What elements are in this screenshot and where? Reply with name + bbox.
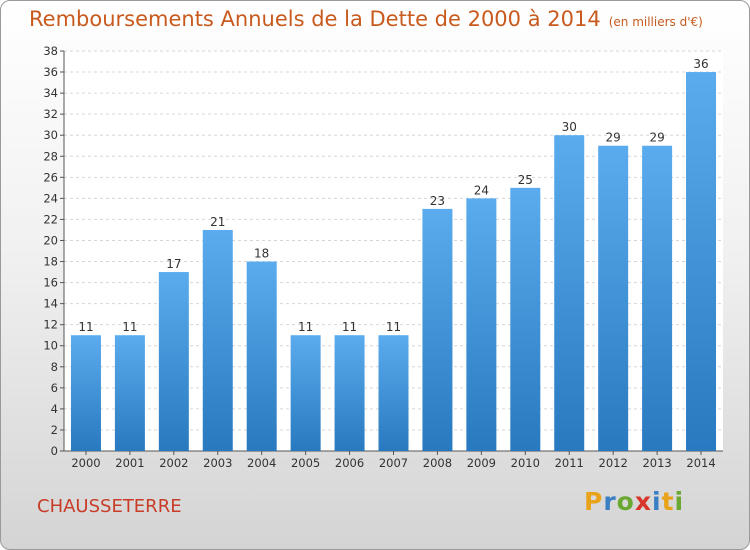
bar bbox=[554, 135, 585, 452]
y-tick-label: 10 bbox=[43, 339, 58, 353]
y-tick-label: 18 bbox=[43, 255, 58, 269]
x-tick-label: 2014 bbox=[686, 456, 715, 470]
bar-value-label: 18 bbox=[254, 247, 269, 261]
logo-letter: t bbox=[661, 487, 675, 516]
y-tick-label: 34 bbox=[43, 86, 58, 100]
x-tick-label: 2001 bbox=[115, 456, 144, 470]
y-tick-label: 0 bbox=[51, 444, 58, 458]
bar-value-label: 21 bbox=[210, 215, 225, 229]
y-tick-label: 36 bbox=[43, 65, 58, 79]
chart-title: Remboursements Annuels de la Dette de 20… bbox=[29, 7, 703, 31]
x-tick-label: 2002 bbox=[159, 456, 188, 470]
x-tick-label: 2009 bbox=[467, 456, 496, 470]
chart-title-main: Remboursements Annuels de la Dette de 20… bbox=[29, 7, 601, 31]
bar bbox=[334, 335, 365, 451]
logo-letter: x bbox=[634, 487, 652, 516]
x-tick-label: 2011 bbox=[555, 456, 584, 470]
bar-value-label: 25 bbox=[518, 173, 533, 187]
y-tick-label: 8 bbox=[51, 360, 58, 374]
logo-letter: i bbox=[674, 487, 685, 516]
logo-letter: o bbox=[616, 487, 635, 516]
y-tick-label: 2 bbox=[51, 423, 58, 437]
y-tick-label: 24 bbox=[43, 191, 58, 205]
y-tick-label: 12 bbox=[43, 318, 58, 332]
bar-value-label: 29 bbox=[649, 131, 664, 145]
y-tick-label: 22 bbox=[43, 212, 58, 226]
bar-value-label: 17 bbox=[166, 257, 181, 271]
x-tick-label: 2003 bbox=[203, 456, 232, 470]
logo-letter: r bbox=[603, 487, 617, 516]
y-tick-label: 30 bbox=[43, 128, 58, 142]
bar-value-label: 11 bbox=[298, 320, 313, 334]
bar bbox=[642, 145, 673, 451]
bar bbox=[466, 198, 497, 451]
bar-value-label: 11 bbox=[78, 320, 93, 334]
bar bbox=[290, 335, 321, 451]
chart-title-unit: (en milliers d'€) bbox=[608, 15, 703, 29]
commune-name: CHAUSSETERRE bbox=[37, 496, 182, 517]
y-tick-label: 26 bbox=[43, 170, 58, 184]
y-tick-label: 32 bbox=[43, 107, 58, 121]
bar bbox=[70, 335, 101, 451]
bar-value-label: 11 bbox=[386, 320, 401, 334]
logo-letter: i bbox=[652, 487, 662, 516]
x-tick-label: 2005 bbox=[291, 456, 320, 470]
x-tick-label: 2012 bbox=[599, 456, 628, 470]
y-tick-label: 4 bbox=[51, 402, 58, 416]
bar-value-label: 24 bbox=[474, 183, 489, 197]
x-tick-label: 2008 bbox=[423, 456, 452, 470]
bar bbox=[246, 261, 277, 451]
bar-value-label: 29 bbox=[606, 131, 621, 145]
y-tick-label: 6 bbox=[51, 381, 58, 395]
x-tick-label: 2000 bbox=[71, 456, 100, 470]
x-tick-label: 2004 bbox=[247, 456, 276, 470]
y-tick-label: 20 bbox=[43, 233, 58, 247]
bar bbox=[598, 145, 629, 451]
bar bbox=[378, 335, 409, 451]
proxiti-logo: Proxiti bbox=[584, 487, 684, 516]
bar bbox=[158, 272, 189, 451]
bar-value-label: 36 bbox=[693, 57, 708, 71]
y-tick-label: 14 bbox=[43, 297, 58, 311]
x-tick-label: 2010 bbox=[511, 456, 540, 470]
bar-value-label: 11 bbox=[342, 320, 357, 334]
bar bbox=[510, 187, 541, 451]
bar-value-label: 11 bbox=[122, 320, 137, 334]
bar bbox=[202, 229, 233, 451]
bar-value-label: 23 bbox=[430, 194, 445, 208]
x-tick-label: 2007 bbox=[379, 456, 408, 470]
y-tick-label: 38 bbox=[43, 44, 58, 58]
bar bbox=[686, 72, 717, 451]
bar-value-label: 30 bbox=[562, 120, 577, 134]
bar bbox=[422, 208, 453, 451]
x-tick-label: 2013 bbox=[642, 456, 671, 470]
bar bbox=[114, 335, 145, 451]
logo-letter: P bbox=[584, 487, 604, 516]
y-tick-label: 16 bbox=[43, 276, 58, 290]
y-tick-label: 28 bbox=[43, 149, 58, 163]
x-tick-label: 2006 bbox=[335, 456, 364, 470]
